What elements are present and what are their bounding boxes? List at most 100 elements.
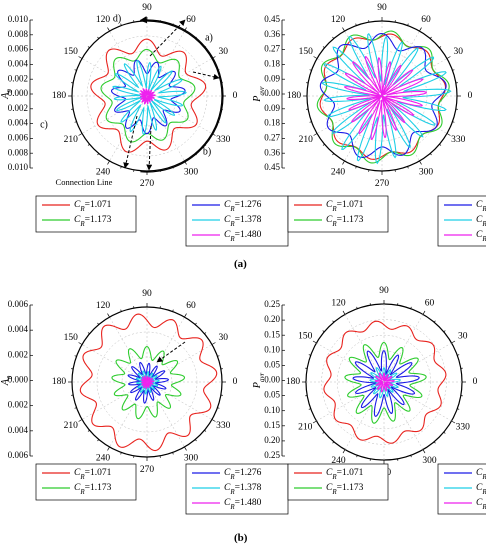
outer-tick (434, 442, 435, 444)
outer-tick (212, 343, 215, 345)
outer-tick (447, 134, 450, 136)
radial-tick-label: 0.20 (264, 435, 280, 445)
angle-tick-label: 30 (218, 333, 228, 343)
angle-tick-label: 240 (96, 167, 111, 177)
angle-tick-label: 150 (64, 47, 79, 57)
radial-tick-label: 0.006 (8, 299, 29, 309)
radial-tick-label: 0.010 (8, 14, 29, 24)
outer-tick (444, 432, 446, 433)
angle-tick-label: 150 (64, 333, 79, 343)
outer-tick (423, 311, 425, 314)
angle-tick-label: 330 (451, 135, 466, 145)
radial-tick-label: 0.25 (264, 450, 280, 460)
angle-tick-label: 120 (96, 15, 111, 25)
radial-tick-label: 0.010 (8, 162, 29, 172)
angle-tick-label: 210 (64, 421, 79, 431)
outer-tick (333, 321, 334, 323)
radial-tick-label: 0.10 (264, 405, 280, 415)
angle-tick-label: 150 (299, 47, 314, 57)
angle-tick-label: 120 (96, 301, 111, 311)
panel-label-b: (b) (234, 532, 247, 544)
grid-spoke (82, 382, 147, 420)
outer-tick (98, 323, 99, 325)
radial-tick-label: 0.05 (264, 359, 280, 369)
angle-tick-label: 90 (377, 3, 387, 13)
outer-tick (88, 333, 90, 334)
angle-tick-label: 180 (52, 91, 67, 101)
outer-tick (333, 442, 334, 444)
radial-tick-label: 0.09 (264, 73, 280, 83)
outer-tick (420, 28, 422, 31)
outer-tick (439, 144, 441, 145)
radial-tick-label: 0.15 (264, 329, 280, 339)
angle-tick-label: 90 (379, 286, 389, 296)
polar-chart-b-left: 03060901201501802102402703003300.0060.00… (0, 289, 288, 514)
outer-tick (452, 421, 455, 423)
radial-tick-label: 0.006 (8, 132, 29, 142)
outer-tick (204, 430, 206, 431)
outer-tick (343, 450, 345, 453)
angle-tick-label: 330 (456, 423, 471, 433)
outer-tick (430, 37, 431, 39)
angle-tick-label: 120 (331, 298, 346, 308)
angle-tick-label: 210 (299, 135, 314, 145)
radial-tick-label: 0.20 (264, 314, 280, 324)
angle-tick-label: 0 (233, 91, 238, 101)
outer-tick (88, 144, 90, 145)
y-axis-title: Pavr (252, 373, 265, 390)
outer-tick (195, 323, 196, 325)
radial-tick-label: 0.004 (8, 58, 29, 68)
angle-tick-label: 150 (298, 332, 313, 342)
outer-tick (212, 420, 215, 422)
radial-tick-label: 0.18 (264, 118, 280, 128)
angle-tick-label: 300 (184, 453, 199, 463)
outer-tick (108, 28, 110, 31)
radial-tick-label: 0.004 (8, 324, 29, 334)
outer-tick (108, 161, 110, 164)
outer-tick (98, 37, 99, 39)
outer-tick (343, 28, 345, 31)
outer-tick (108, 314, 110, 317)
angle-tick-label: 60 (425, 298, 435, 308)
radial-tick-label: 0.006 (8, 450, 29, 460)
angle-tick-label: 60 (186, 301, 196, 311)
annotation-label-b: b) (203, 146, 211, 157)
outer-tick (88, 430, 90, 431)
angle-tick-label: 210 (64, 135, 79, 145)
outer-tick (333, 153, 334, 155)
angle-tick-label: 240 (96, 453, 111, 463)
angle-tick-label: 270 (375, 179, 390, 189)
outer-tick (444, 331, 446, 332)
annotation-connection-line: Connection Line (56, 177, 113, 187)
radial-tick-label: 0.10 (264, 344, 280, 354)
outer-tick (323, 331, 325, 332)
outer-tick (79, 420, 82, 422)
radial-tick-label: 0.45 (264, 14, 280, 24)
outer-tick (323, 432, 325, 433)
outer-tick (185, 447, 187, 450)
angle-tick-label: 210 (298, 423, 313, 433)
radial-tick-label: 0.00 (264, 375, 280, 385)
annotation-arrow (193, 72, 219, 78)
outer-tick (430, 153, 431, 155)
angle-tick-label: 0 (473, 377, 478, 387)
angle-tick-label: 90 (142, 289, 152, 299)
radial-tick-label: 0.008 (8, 29, 29, 39)
radial-tick-label: 0.15 (264, 420, 280, 430)
outer-tick (185, 314, 187, 317)
angle-tick-label: 60 (186, 15, 196, 25)
radial-tick-label: 0.004 (8, 425, 29, 435)
radial-tick-label: 0.09 (264, 103, 280, 113)
outer-tick (439, 47, 441, 48)
radial-tick-label: 0.002 (8, 73, 28, 83)
outer-tick (88, 47, 90, 48)
outer-tick (423, 450, 425, 453)
radial-tick-label: 0.008 (8, 147, 29, 157)
angle-tick-label: 90 (142, 3, 152, 13)
angle-tick-label: 30 (218, 47, 228, 57)
radial-tick-label: 0.00 (264, 88, 280, 98)
angle-tick-label: 330 (216, 135, 231, 145)
